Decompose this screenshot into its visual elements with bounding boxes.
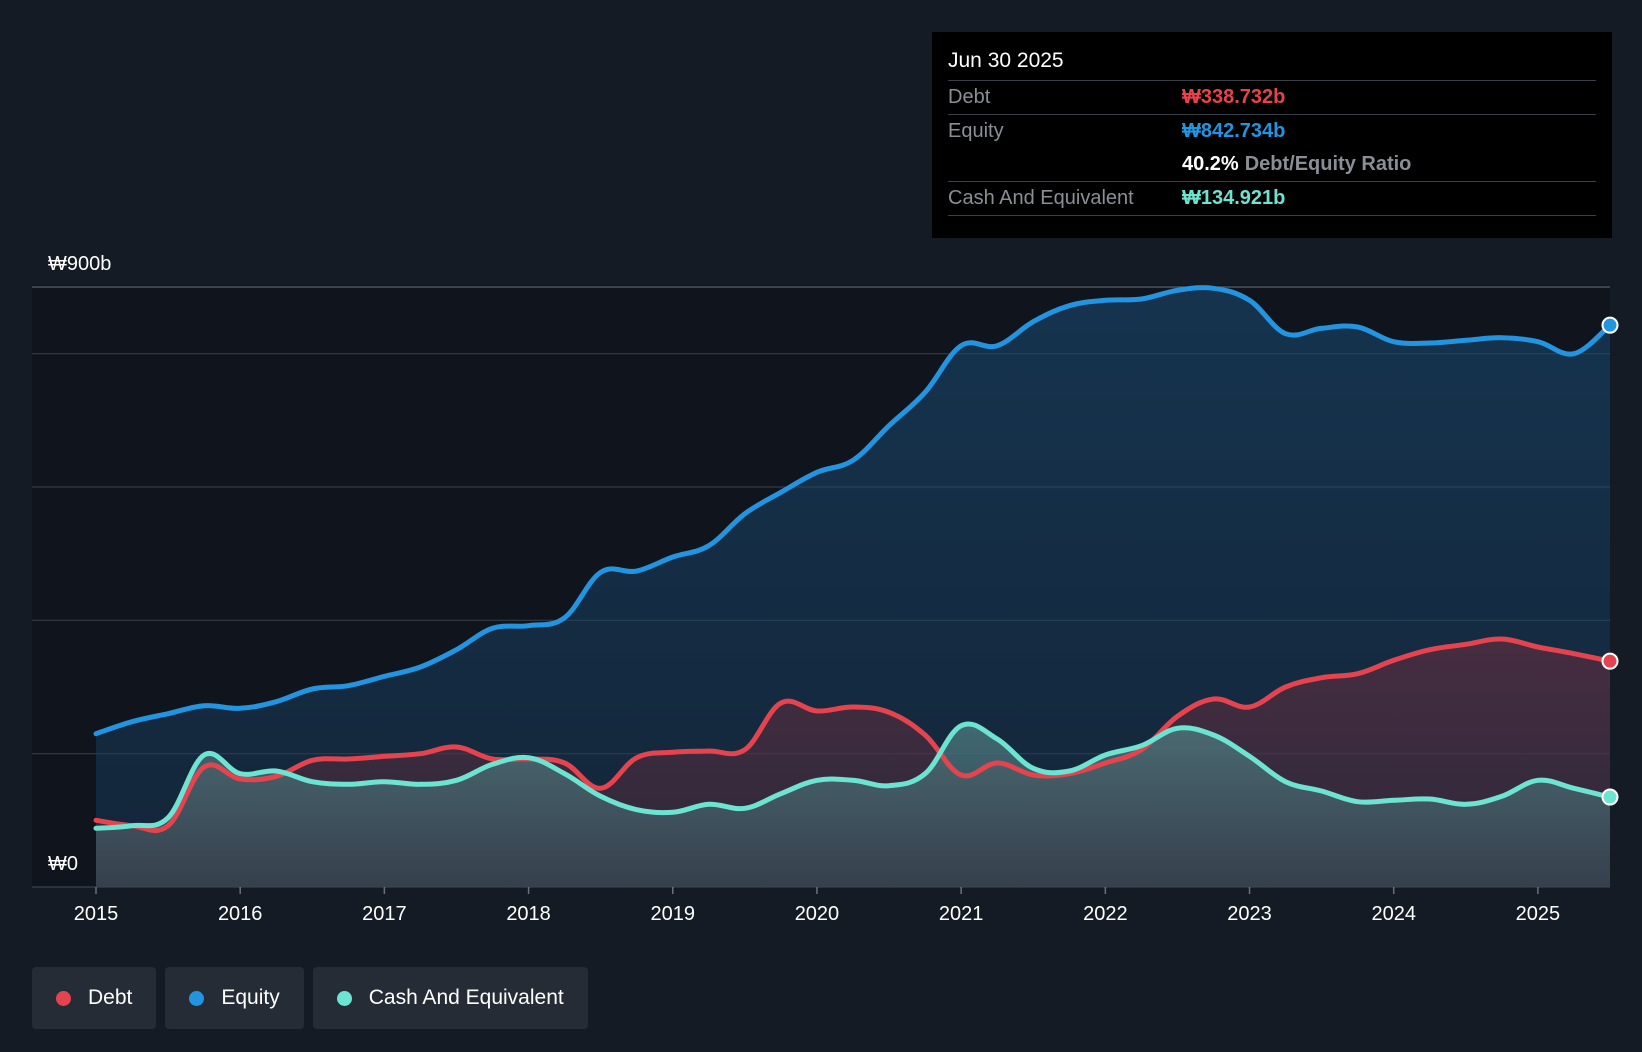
tooltip-ratio-value: 40.2% xyxy=(1182,153,1239,175)
x-tick-label-2024: 2024 xyxy=(1371,903,1416,925)
equity-dot-icon xyxy=(189,990,205,1006)
x-tick-label-2023: 2023 xyxy=(1227,903,1272,925)
y-axis-top-label: ₩900b xyxy=(48,253,111,275)
chart-legend: Debt Equity Cash And Equivalent xyxy=(32,967,588,1029)
tooltip-ratio-label: Debt/Equity Ratio xyxy=(1244,153,1412,175)
tooltip-equity-row: Equity ₩842.734b xyxy=(948,115,1596,148)
cash-line xyxy=(93,721,1613,831)
x-tick-label-2019: 2019 xyxy=(651,903,696,925)
debt-dot-icon xyxy=(56,990,71,1006)
equity-line xyxy=(93,285,1613,737)
x-tick-label-2016: 2016 xyxy=(218,903,263,925)
legend-item-equity[interactable]: Equity xyxy=(165,967,304,1029)
tooltip-equity-label: Equity xyxy=(948,120,1004,142)
equity-end-marker[interactable] xyxy=(1601,316,1619,334)
x-tick-label-2018: 2018 xyxy=(506,903,551,925)
legend-debt-label: Debt xyxy=(88,986,133,1009)
x-tick-label-2017: 2017 xyxy=(362,903,407,925)
cash-end-marker[interactable] xyxy=(1601,788,1619,806)
x-tick-label-2015: 2015 xyxy=(74,903,119,925)
cash-dot-icon xyxy=(336,990,352,1006)
tooltip-debt-label: Debt xyxy=(948,86,991,108)
x-tick-label-2020: 2020 xyxy=(795,903,840,925)
x-tick-label-2025: 2025 xyxy=(1516,903,1561,925)
debt-end-marker[interactable] xyxy=(1601,652,1619,670)
tooltip-cash-value: ₩134.921b xyxy=(1182,187,1286,209)
cash-area xyxy=(96,723,1610,887)
tooltip-cash-label: Cash And Equivalent xyxy=(948,187,1134,209)
tooltip-equity-value: ₩842.734b xyxy=(1182,120,1286,142)
tooltip-cash-row: Cash And Equivalent ₩134.921b xyxy=(948,182,1596,216)
x-tick-label-2022: 2022 xyxy=(1083,903,1128,925)
legend-item-debt[interactable]: Debt xyxy=(32,967,157,1029)
y-axis-bottom-label: ₩0 xyxy=(48,853,78,875)
legend-cash-label: Cash And Equivalent xyxy=(368,986,564,1009)
legend-item-cash[interactable]: Cash And Equivalent xyxy=(312,967,588,1029)
x-tick-label-2021: 2021 xyxy=(939,903,984,925)
tooltip-panel: Jun 30 2025 Debt ₩338.732b Equity ₩842.7… xyxy=(932,32,1612,238)
debt-line xyxy=(93,636,1613,834)
tooltip-date: Jun 30 2025 xyxy=(948,46,1596,81)
tooltip-debt-row: Debt ₩338.732b xyxy=(948,81,1596,115)
tooltip-ratio-row: 40.2% Debt/Equity Ratio xyxy=(948,148,1596,182)
tooltip-ratio-spacer xyxy=(948,148,1182,181)
tooltip-debt-value: ₩338.732b xyxy=(1182,86,1286,108)
legend-equity-label: Equity xyxy=(221,986,280,1009)
